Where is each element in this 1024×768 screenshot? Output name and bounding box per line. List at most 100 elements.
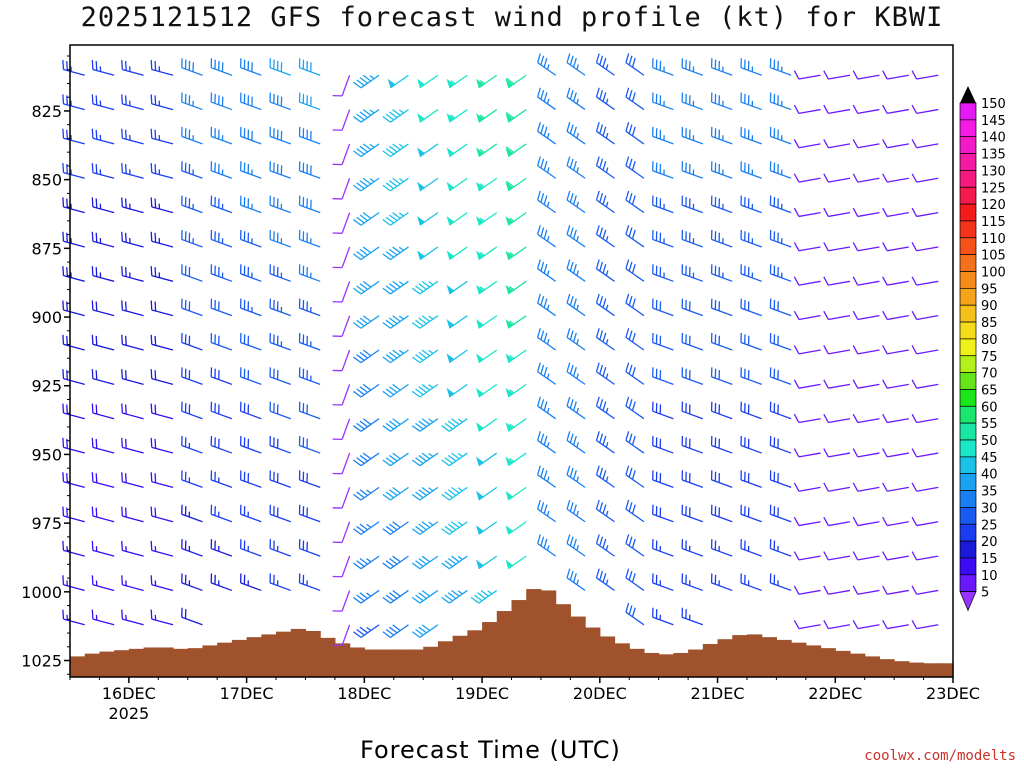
wind-barb: [332, 75, 351, 97]
wind-barb: [181, 607, 203, 626]
wind-barb: [121, 334, 144, 351]
wind-barb: [595, 225, 615, 248]
wind-barb: [150, 403, 174, 420]
colorbar-swatch: [959, 422, 977, 441]
credit-link[interactable]: coolwx.com/modelts: [864, 748, 1016, 764]
wind-barb: [911, 551, 939, 561]
terrain-column: [452, 635, 468, 677]
terrain-column: [835, 650, 851, 677]
colorbar-swatch: [959, 136, 977, 154]
wind-barb: [91, 60, 115, 76]
wind-barb: [476, 452, 498, 467]
wind-barb: [269, 264, 291, 282]
colorbar-swatch: [959, 220, 977, 239]
wind-barb: [793, 242, 821, 252]
wind-barb: [181, 126, 203, 145]
terrain-column: [717, 639, 733, 677]
wind-barb: [769, 229, 792, 248]
wind-barb: [91, 266, 115, 282]
y-tick-label: 975: [31, 514, 62, 533]
wind-barb: [652, 92, 674, 111]
terrain-column: [364, 649, 380, 677]
wind-barb: [417, 109, 439, 123]
wind-barb: [710, 504, 733, 523]
wind-barb: [382, 109, 409, 123]
wind-barb: [566, 259, 586, 282]
y-tick-label: 850: [31, 171, 62, 190]
wind-barb: [625, 362, 645, 385]
wind-barb: [537, 293, 557, 317]
colorbar-top-arrow: [960, 86, 976, 103]
wind-barb: [595, 396, 615, 420]
wind-barb: [911, 104, 939, 115]
wind-barb: [181, 367, 203, 385]
wind-barb: [537, 190, 557, 214]
colorbar-label: 95: [981, 282, 998, 297]
wind-barb: [740, 401, 762, 420]
wind-barb: [298, 264, 321, 282]
wind-barb: [505, 246, 527, 261]
wind-barb: [382, 349, 409, 364]
wind-barb: [181, 229, 203, 248]
wind-barb: [793, 482, 821, 492]
terrain-column: [231, 639, 248, 677]
wind-barb: [595, 568, 615, 591]
wind-barb: [239, 58, 262, 76]
colorbar-swatch: [959, 507, 977, 525]
wind-barb: [793, 585, 821, 595]
wind-barb: [823, 448, 851, 458]
wind-barb: [652, 298, 674, 317]
wind-barb: [121, 540, 144, 557]
colorbar-label: 55: [981, 417, 998, 432]
wind-barb: [505, 383, 527, 398]
wind-barb: [652, 436, 674, 454]
wind-barb: [681, 367, 704, 385]
wind-barb: [625, 190, 645, 214]
wind-barb: [625, 225, 645, 248]
terrain-column: [894, 661, 910, 677]
wind-barb: [91, 197, 115, 214]
wind-barb: [150, 300, 174, 317]
wind-barb: [882, 413, 909, 424]
chart-title: 2025121512 GFS forecast wind profile (kt…: [80, 2, 944, 33]
wind-barb: [239, 264, 262, 282]
wind-barb: [62, 540, 85, 557]
wind-barb: [150, 540, 174, 557]
wind-barb: [476, 212, 498, 226]
wind-barb: [769, 539, 792, 557]
terrain-column: [437, 641, 454, 677]
wind-barb: [911, 207, 939, 218]
wind-barb: [298, 573, 321, 592]
wind-barb: [269, 504, 291, 523]
wind-barb: [625, 328, 645, 351]
wind-barb: [62, 163, 85, 179]
wind-barb: [150, 128, 174, 145]
wind-barb: [710, 161, 733, 179]
wind-barb: [911, 482, 939, 492]
wind-barb: [91, 540, 115, 557]
wind-barb: [446, 315, 468, 329]
wind-barb: [681, 401, 704, 420]
colorbar-swatch: [959, 456, 977, 475]
wind-barb: [353, 486, 380, 501]
wind-barb: [298, 229, 321, 248]
wind-barb: [625, 87, 645, 111]
wind-barb: [239, 195, 262, 214]
terrain-column: [187, 648, 204, 677]
wind-barb: [121, 369, 144, 385]
wind-barb: [382, 177, 409, 192]
wind-barb: [446, 246, 468, 261]
wind-barb: [566, 499, 586, 523]
wind-barb: [882, 585, 909, 595]
wind-barb: [476, 246, 498, 261]
wind-barb: [882, 345, 909, 355]
wind-barb: [566, 293, 586, 317]
colorbar-label: 35: [981, 485, 998, 500]
wind-barb: [269, 539, 291, 557]
wind-barb: [852, 173, 880, 183]
wind-barb: [91, 94, 115, 111]
wind-barb: [298, 367, 321, 385]
wind-barb: [269, 367, 291, 385]
wind-barb: [911, 516, 939, 527]
wind-barb: [150, 266, 174, 282]
